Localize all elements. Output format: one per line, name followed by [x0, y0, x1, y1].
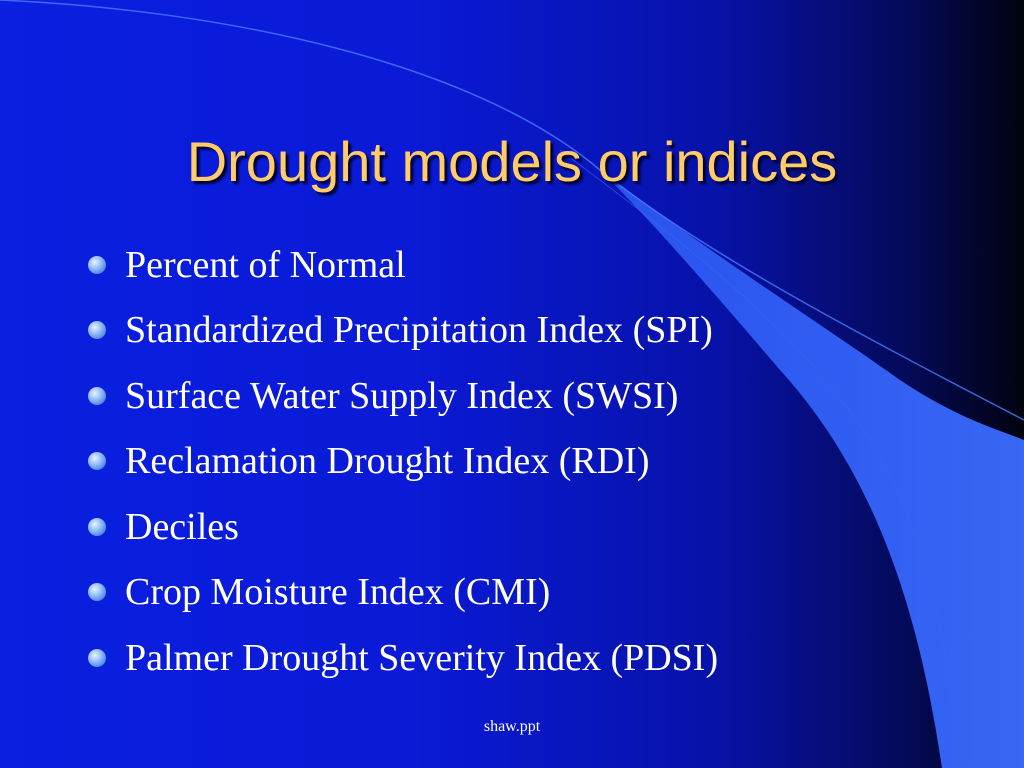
bullet-text: Surface Water Supply Index (SWSI)	[125, 374, 679, 417]
decor-arc-line-top	[0, 0, 1024, 421]
bullet-item-spi: Standardized Precipitation Index (SPI)	[88, 298, 718, 364]
bullet-text: Deciles	[125, 505, 239, 548]
slide-footer: shaw.ppt	[483, 718, 541, 735]
bullet-dot-icon	[88, 583, 106, 602]
bullet-text: Crop Moisture Index (CMI)	[125, 571, 551, 614]
bullet-item-swsi: Surface Water Supply Index (SWSI)	[88, 363, 718, 429]
bullet-list: Percent of Normal Standardized Precipita…	[88, 232, 718, 691]
bullet-text: Standardized Precipitation Index (SPI)	[125, 309, 713, 352]
bullet-text: Reclamation Drought Index (RDI)	[125, 440, 650, 483]
bullet-dot-icon	[88, 255, 106, 274]
bullet-item-pdsi: Palmer Drought Severity Index (PDSI)	[88, 625, 718, 691]
decor-arc-line-inner	[559, 149, 959, 768]
bullet-text: Palmer Drought Severity Index (PDSI)	[125, 636, 719, 679]
bullet-item-cmi: Crop Moisture Index (CMI)	[88, 560, 718, 626]
bullet-dot-icon	[88, 648, 106, 667]
bullet-item-rdi: Reclamation Drought Index (RDI)	[88, 429, 718, 495]
bullet-dot-icon	[88, 321, 106, 340]
bullet-text: Percent of Normal	[125, 243, 406, 286]
slide-title: Drought models or indices	[186, 130, 838, 193]
bullet-item-deciles: Deciles	[88, 494, 718, 560]
bullet-dot-icon	[88, 517, 106, 536]
bullet-dot-icon	[88, 386, 106, 405]
decor-swoosh-shape	[600, 170, 1024, 768]
bullet-item-percent-of-normal: Percent of Normal	[88, 232, 718, 298]
bullet-dot-icon	[88, 452, 106, 471]
